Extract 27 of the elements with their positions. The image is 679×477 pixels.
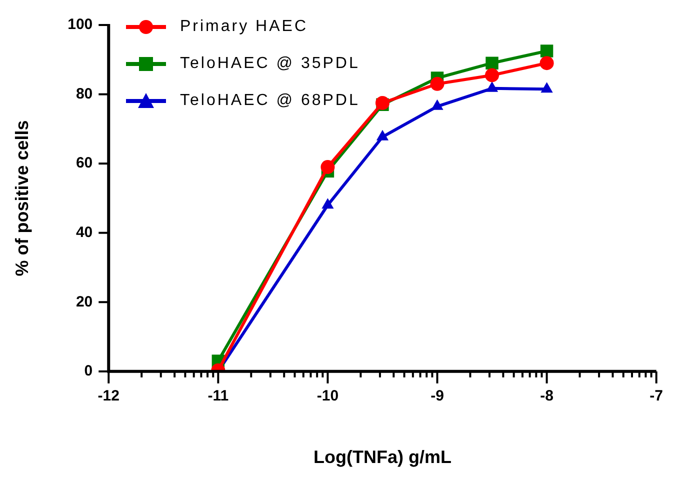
point — [430, 76, 444, 91]
point — [540, 44, 554, 58]
x-tick-label: -9 — [430, 388, 444, 405]
point — [376, 130, 389, 140]
point — [486, 56, 498, 70]
y-tick-label: 20 — [76, 293, 93, 310]
x-tick-label: -12 — [98, 388, 120, 405]
point — [320, 160, 335, 174]
x-tick-label: -10 — [316, 388, 339, 405]
point — [540, 56, 554, 70]
x-tick-label: -8 — [540, 388, 554, 405]
y-tick-label: 40 — [76, 224, 93, 241]
legend-label: Primary HAEC — [180, 18, 308, 36]
x-axis-title: Log(TNFa) g/mL — [313, 447, 452, 468]
point — [485, 68, 500, 82]
point — [322, 198, 334, 209]
y-tick-label: 60 — [76, 154, 93, 172]
legend-label: TeloHAEC @ 35PDL — [180, 54, 360, 72]
y-axis-title: % of positive cells — [12, 120, 32, 276]
x-tick-label: -7 — [650, 388, 664, 405]
y-tick-label: 80 — [76, 85, 93, 102]
legend-label: TeloHAEC @ 68PDL — [180, 92, 360, 110]
y-tick-label: 0 — [84, 362, 93, 380]
y-tick-label: 100 — [68, 16, 93, 34]
point — [540, 82, 553, 93]
point — [375, 96, 390, 110]
x-tick-label: -11 — [208, 388, 229, 405]
